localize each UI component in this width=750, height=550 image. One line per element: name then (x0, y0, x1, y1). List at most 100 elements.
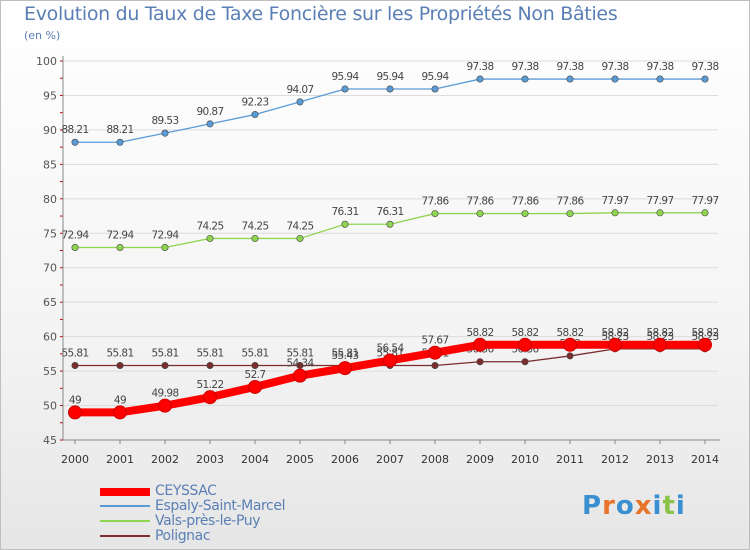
y-tick-label: 70 (43, 262, 57, 275)
data-point-polignac (116, 362, 124, 370)
data-label-vals-pr-s-le-puy: 74.25 (241, 220, 268, 232)
data-label-vals-pr-s-le-puy: 77.97 (646, 195, 673, 207)
data-label-polignac: 55.81 (286, 348, 313, 360)
data-point-espaly-saint-marcel (656, 75, 664, 83)
data-point-polignac (206, 362, 214, 370)
data-point-espaly-saint-marcel (521, 75, 529, 83)
data-label-vals-pr-s-le-puy: 72.94 (106, 229, 134, 241)
y-tick-label: 90 (43, 124, 57, 137)
data-point-vals-pr-s-le-puy (566, 210, 574, 218)
data-point-polignac (251, 362, 259, 370)
legend-swatch-vals (100, 520, 150, 522)
legend-label-ceyssac: CEYSSAC (155, 483, 217, 499)
data-point-espaly-saint-marcel (296, 98, 304, 106)
data-label-ceyssac: 58.82 (466, 327, 493, 339)
data-label-ceyssac: 58.82 (646, 327, 673, 339)
data-label-vals-pr-s-le-puy: 77.86 (466, 196, 494, 208)
data-point-ceyssac (608, 337, 622, 352)
x-tick-label: 2003 (196, 453, 224, 466)
x-tick-label: 2002 (151, 453, 179, 466)
data-label-vals-pr-s-le-puy: 72.94 (61, 229, 89, 241)
data-label-espaly-saint-marcel: 89.53 (151, 115, 178, 127)
data-point-ceyssac (113, 405, 127, 420)
data-point-ceyssac (68, 405, 82, 420)
y-tick-label: 80 (43, 193, 57, 206)
data-label-ceyssac: 58.82 (691, 327, 718, 339)
data-label-ceyssac: 57.67 (421, 335, 448, 347)
chart-title: Evolution du Taux de Taxe Foncière sur l… (24, 3, 618, 25)
data-point-polignac (476, 358, 484, 366)
data-point-ceyssac (473, 337, 487, 352)
data-label-ceyssac: 54.34 (286, 358, 314, 370)
data-label-ceyssac: 49 (114, 394, 126, 406)
data-label-espaly-saint-marcel: 95.94 (421, 71, 449, 83)
data-point-ceyssac (203, 390, 217, 405)
data-point-polignac (431, 362, 439, 370)
data-point-vals-pr-s-le-puy (521, 210, 529, 218)
data-point-espaly-saint-marcel (566, 75, 574, 83)
data-label-espaly-saint-marcel: 90.87 (196, 106, 223, 118)
logo-letter: o (615, 491, 635, 521)
data-label-vals-pr-s-le-puy: 74.25 (196, 220, 223, 232)
data-label-espaly-saint-marcel: 95.94 (331, 71, 359, 83)
data-point-polignac (566, 352, 574, 360)
data-point-ceyssac (248, 379, 262, 394)
y-tick-label: 55 (43, 365, 57, 378)
y-tick-label: 50 (43, 400, 57, 413)
data-point-polignac (71, 362, 79, 370)
data-point-vals-pr-s-le-puy (251, 234, 259, 242)
data-point-vals-pr-s-le-puy (161, 243, 169, 251)
y-tick-label: 45 (43, 434, 57, 447)
data-label-vals-pr-s-le-puy: 77.97 (601, 195, 628, 207)
data-label-polignac: 55.81 (331, 348, 358, 360)
data-label-espaly-saint-marcel: 94.07 (286, 84, 313, 96)
data-point-espaly-saint-marcel (701, 75, 709, 83)
data-label-polignac: 55.81 (196, 348, 223, 360)
data-label-polignac: 55.81 (106, 348, 133, 360)
data-point-vals-pr-s-le-puy (611, 209, 619, 217)
x-tick-label: 2010 (511, 453, 539, 466)
data-point-ceyssac (563, 337, 577, 352)
data-point-vals-pr-s-le-puy (71, 243, 79, 251)
data-point-espaly-saint-marcel (386, 85, 394, 93)
logo-letter: P (582, 491, 603, 521)
data-point-vals-pr-s-le-puy (116, 243, 124, 251)
legend-label-espaly: Espaly-Saint-Marcel (155, 498, 286, 514)
data-point-vals-pr-s-le-puy (701, 209, 709, 217)
data-label-ceyssac: 49 (69, 394, 81, 406)
data-label-vals-pr-s-le-puy: 77.86 (421, 196, 449, 208)
legend-swatch-polignac (100, 535, 150, 537)
x-tick-label: 2006 (331, 453, 359, 466)
data-point-polignac (161, 362, 169, 370)
data-label-espaly-saint-marcel: 97.38 (466, 61, 493, 73)
logo-letter: i (675, 491, 686, 521)
data-label-vals-pr-s-le-puy: 77.86 (511, 196, 539, 208)
logo-letter: x (634, 491, 653, 521)
x-tick-label: 2013 (646, 453, 674, 466)
data-point-ceyssac (383, 353, 397, 368)
data-point-espaly-saint-marcel (206, 120, 214, 128)
data-label-espaly-saint-marcel: 88.21 (106, 124, 133, 136)
y-tick-label: 95 (43, 89, 57, 102)
data-point-vals-pr-s-le-puy (296, 234, 304, 242)
logo-letter: t (662, 491, 676, 521)
data-label-polignac: 55.81 (151, 348, 178, 360)
data-point-ceyssac (518, 337, 532, 352)
legend-swatch-espaly (100, 505, 150, 507)
data-point-ceyssac (428, 345, 442, 360)
data-point-espaly-saint-marcel (161, 129, 169, 137)
data-point-vals-pr-s-le-puy (386, 220, 394, 228)
data-point-vals-pr-s-le-puy (431, 210, 439, 218)
y-tick-label: 60 (43, 331, 57, 344)
legend-label-vals: Vals-près-le-Puy (155, 513, 261, 529)
data-point-ceyssac (698, 337, 712, 352)
data-label-espaly-saint-marcel: 97.38 (511, 61, 538, 73)
data-label-ceyssac: 58.82 (601, 327, 628, 339)
data-label-polignac: 55.81 (241, 348, 268, 360)
y-tick-label: 100 (36, 55, 57, 68)
x-tick-label: 2011 (556, 453, 584, 466)
data-label-espaly-saint-marcel: 97.38 (601, 61, 628, 73)
y-axis-unit: (en %) (24, 29, 61, 42)
data-point-ceyssac (293, 368, 307, 383)
x-tick-label: 2007 (376, 453, 404, 466)
